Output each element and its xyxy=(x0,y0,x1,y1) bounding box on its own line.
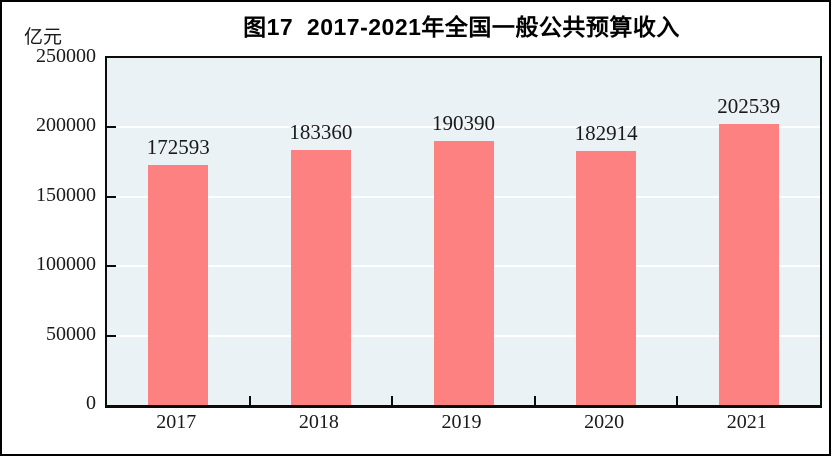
y-axis-unit-label: 亿元 xyxy=(24,27,63,48)
y-axis-tick xyxy=(107,334,116,337)
plot-area: 172593 183360 190390 182914 202539 xyxy=(105,56,822,408)
x-axis-tick-label: 2017 xyxy=(156,411,197,433)
bar-value-label: 202539 xyxy=(717,93,781,118)
x-axis-tick-label: 2021 xyxy=(726,411,767,433)
bar xyxy=(718,123,779,405)
x-axis-tick xyxy=(391,396,394,405)
bar xyxy=(290,150,351,405)
y-axis-tick-label: 200000 xyxy=(36,114,96,137)
y-axis-tick xyxy=(107,195,116,198)
y-axis-tick-label: 250000 xyxy=(36,45,96,67)
y-axis-tick xyxy=(107,126,116,129)
y-axis-tick-label: 150000 xyxy=(36,183,96,206)
y-axis-tick-label: 50000 xyxy=(46,322,96,345)
bar xyxy=(433,140,494,405)
chart-title: 图17 2017-2021年全国一般公共预算收入 xyxy=(243,14,680,40)
y-axis-tick-label: 100000 xyxy=(36,253,96,276)
bar xyxy=(148,165,209,405)
x-axis-tick-label: 2019 xyxy=(441,411,482,433)
y-axis-tick xyxy=(107,265,116,268)
bar-value-label: 190390 xyxy=(432,110,495,135)
y-axis-tick-label: 0 xyxy=(86,392,96,414)
bar-value-label: 182914 xyxy=(574,121,638,146)
gridline xyxy=(107,126,820,129)
x-axis-tick-label: 2020 xyxy=(584,411,625,433)
bar xyxy=(576,151,637,405)
x-axis-tick xyxy=(533,396,536,405)
x-axis-tick-label: 2018 xyxy=(298,411,339,433)
bar-value-label: 172593 xyxy=(146,135,210,160)
x-axis-tick xyxy=(248,396,251,405)
bar-value-label: 183360 xyxy=(289,120,353,145)
x-axis-tick xyxy=(676,396,679,405)
